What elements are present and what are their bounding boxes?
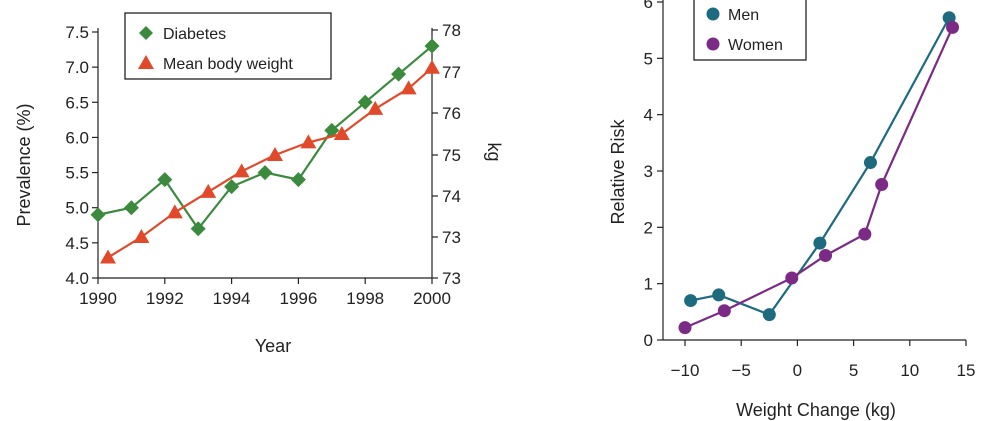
rr-x-tick-label: −10 [671,361,700,380]
rr-y-tick-label: 4 [644,106,653,125]
x-tick-label: 1992 [146,289,184,308]
rr-y-tick-label: 2 [644,218,653,237]
left-y-tick-label: 7.0 [65,58,89,77]
right-chart: 0 1 2 3 4 5 6 −10 −5 0 5 10 15 Weight Change (kg) Rela… [608,0,975,420]
diabetes-point [391,66,407,82]
men-point [762,308,776,322]
men-point [863,156,877,170]
series-line-mean-body-weight [107,66,433,259]
right-y-tick-label: 73 [442,228,461,247]
women-point [875,178,889,192]
body-weight-point [133,229,150,243]
right-y-axis-label: kg [484,142,504,161]
rr-x-tick-label: 0 [793,361,802,380]
rr-x-tick-label: −5 [732,361,751,380]
right-y-tick-label: 76 [442,104,461,123]
legend-label-diabetes: Diabetes [163,26,226,43]
left-legend: Diabetes Mean body weight [124,12,332,80]
series-line-men [690,17,951,316]
rr-y-tick-label: 6 [644,0,653,12]
body-weight-point [300,134,317,149]
diabetes-point [290,172,306,188]
left-chart: 4.0 4.5 5.0 5.5 6.0 6.5 7.0 7.5 73 73 74 75 76 77 78 19… [14,12,504,356]
legend-label-men: Men [728,7,759,24]
women-point [678,321,692,335]
rr-x-axis-label: Weight Change (kg) [736,400,896,420]
x-tick-label: 1990 [79,289,117,308]
rr-y-tick-label: 0 [644,331,653,350]
diabetes-point [324,122,340,138]
diabetes-point [424,38,440,54]
legend-men-marker [706,7,720,21]
left-y-tick-label: 6.5 [65,93,89,112]
rr-y-tick-label: 3 [644,162,653,181]
x-tick-label: 1994 [213,289,251,308]
diabetes-point [190,221,206,237]
rr-y-tick-label: 5 [644,49,653,68]
diabetes-point [257,165,273,181]
right-y-tick-label: 78 [442,21,461,40]
rr-y-axis-label: Relative Risk [608,118,628,224]
series-line-women [684,26,954,329]
diabetes-point [224,179,240,195]
x-tick-label: 1996 [279,289,317,308]
body-weight-point [233,163,250,178]
body-weight-point [166,204,183,219]
right-y-tick-label: 77 [442,63,461,82]
rr-x-tick-label: 10 [900,361,919,380]
body-weight-point [100,249,117,264]
left-y-tick-label: 7.5 [65,23,89,42]
rr-x-tick-label: 15 [957,361,976,380]
diabetes-point [90,207,106,223]
body-weight-point [400,80,417,95]
body-weight-point [333,126,350,140]
legend-women-marker [706,37,720,51]
men-point [684,294,698,308]
diabetes-point [157,172,173,188]
women-point [717,304,731,318]
women-point [785,271,799,285]
women-point [946,20,960,34]
x-tick-label: 2000 [413,289,451,308]
left-y-axis-label: Prevalence (%) [14,103,34,226]
women-point [858,227,872,241]
diabetes-point [123,200,139,216]
left-y-tick-label: 4.5 [65,234,89,253]
rr-x-tick-label: 5 [849,361,858,380]
men-point [813,236,827,250]
left-y-tick-label: 5.0 [65,199,89,218]
body-weight-point [200,183,217,198]
legend-triangle-marker [138,55,154,69]
body-weight-point [424,59,440,74]
legend-label-body-weight: Mean body weight [163,56,293,73]
legend-diamond-marker [139,26,153,40]
x-tick-label: 1998 [346,289,384,308]
left-y-tick-label: 5.5 [65,164,89,183]
right-y-tick-label: 75 [442,146,461,165]
left-y-tick-label: 6.0 [65,128,89,147]
diabetes-point [357,94,373,110]
right-legend: Men Women [693,0,807,61]
women-point [819,249,832,262]
right-y-tick-label: 74 [442,187,461,206]
legend-box [124,12,332,80]
body-weight-point [367,100,384,115]
rr-y-tick-label: 1 [644,275,653,294]
men-point [712,288,726,302]
body-weight-point [267,147,284,161]
right-y-tick-label: 73 [442,269,461,288]
left-y-tick-label: 4.0 [65,269,89,288]
x-axis-label: Year [255,336,291,356]
legend-label-women: Women [728,37,783,54]
